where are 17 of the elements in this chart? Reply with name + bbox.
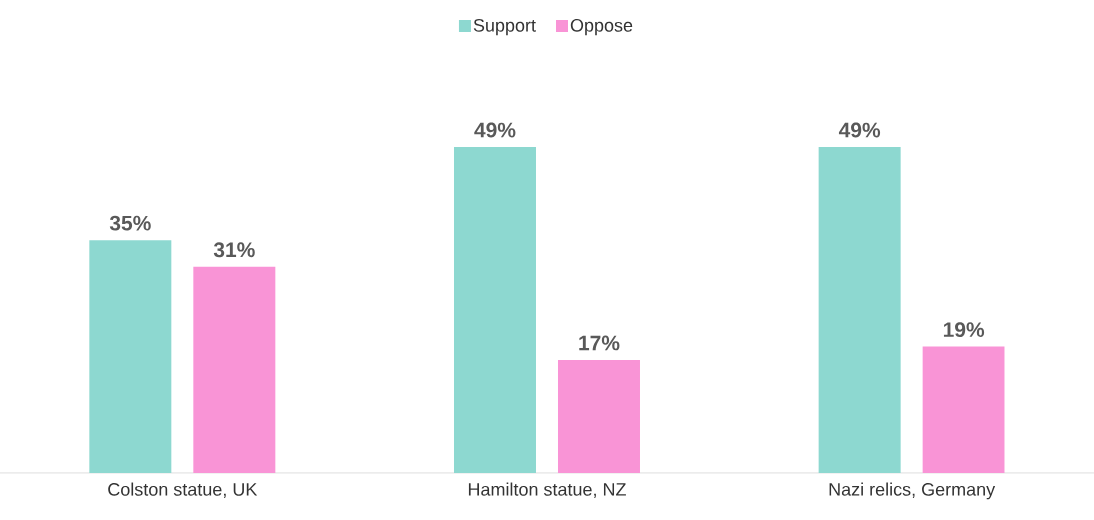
bar — [818, 147, 901, 473]
data-label: 49% — [474, 122, 516, 138]
data-label: 19% — [943, 322, 985, 338]
bar — [557, 359, 640, 473]
data-label: 17% — [579, 335, 620, 351]
data-label: 31% — [213, 242, 255, 258]
x-tick-label: Colston statue, UK — [108, 482, 258, 498]
bar — [922, 346, 1005, 473]
bar — [453, 147, 536, 473]
x-tick-label: Hamilton statue, NZ — [468, 482, 626, 498]
legend-label: Support — [473, 18, 536, 36]
bar — [193, 266, 276, 473]
data-label: 49% — [838, 122, 881, 138]
data-label: 35% — [109, 215, 151, 231]
bar — [89, 240, 172, 473]
legend-label: Oppose — [570, 18, 633, 36]
x-tick-label: Nazi relics, Germany — [829, 482, 996, 500]
